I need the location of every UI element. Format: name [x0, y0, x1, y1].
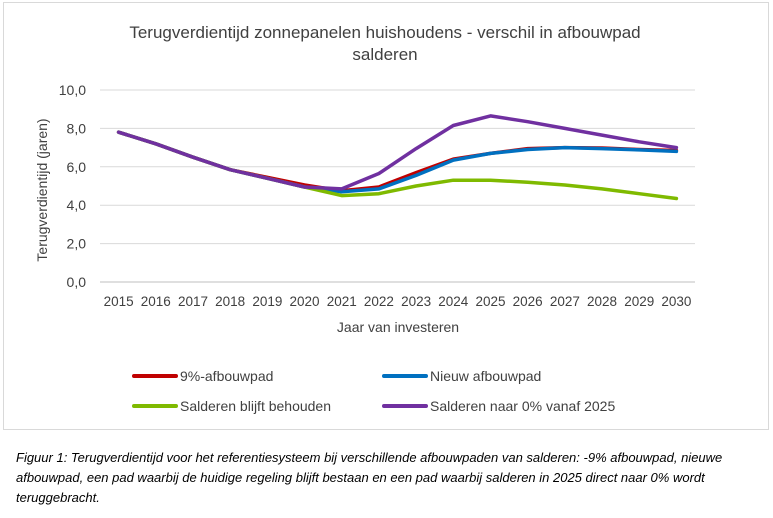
x-tick-label: 2018 [215, 294, 245, 309]
legend-label-3: Salderen naar 0% vanaf 2025 [430, 398, 615, 414]
chart-title-line-1: salderen [352, 45, 417, 64]
y-tick-label: 2,0 [67, 236, 87, 252]
legend-label-2: Salderen blijft behouden [180, 398, 331, 414]
legend-label-0: 9%-afbouwpad [180, 368, 273, 384]
series-line-3 [116, 114, 679, 191]
y-tick-label: 4,0 [67, 197, 87, 213]
x-tick-label: 2015 [104, 294, 134, 309]
x-tick-label: 2028 [587, 294, 617, 309]
x-axis-title: Jaar van investeren [337, 319, 459, 335]
y-tick-label: 8,0 [67, 120, 87, 136]
x-tick-label: 2020 [290, 294, 320, 309]
x-tick-label: 2027 [550, 294, 580, 309]
chart-title-line-0: Terugverdientijd zonnepanelen huishouden… [129, 23, 640, 42]
line-chart: Terugverdientijd zonnepanelen huishouden… [34, 23, 695, 414]
y-axis-title: Terugverdientijd (jaren) [34, 118, 50, 261]
figure-caption: Figuur 1: Terugverdientijd voor het refe… [16, 450, 723, 505]
y-tick-label: 10,0 [59, 82, 86, 98]
x-tick-label: 2024 [438, 294, 469, 309]
chart-frame [3, 2, 769, 430]
series-line-2 [116, 130, 679, 201]
x-tick-label: 2023 [401, 294, 431, 309]
x-tick-label: 2029 [624, 294, 654, 309]
y-tick-label: 0,0 [67, 274, 87, 290]
x-tick-label: 2025 [475, 294, 505, 309]
x-tick-label: 2022 [364, 294, 394, 309]
legend-label-1: Nieuw afbouwpad [430, 368, 541, 384]
x-tick-label: 2021 [327, 294, 357, 309]
x-tick-label: 2016 [141, 294, 171, 309]
x-tick-label: 2019 [252, 294, 282, 309]
y-tick-label: 6,0 [67, 159, 87, 175]
x-tick-label: 2026 [513, 294, 543, 309]
x-tick-label: 2017 [178, 294, 208, 309]
x-tick-label: 2030 [661, 294, 691, 309]
